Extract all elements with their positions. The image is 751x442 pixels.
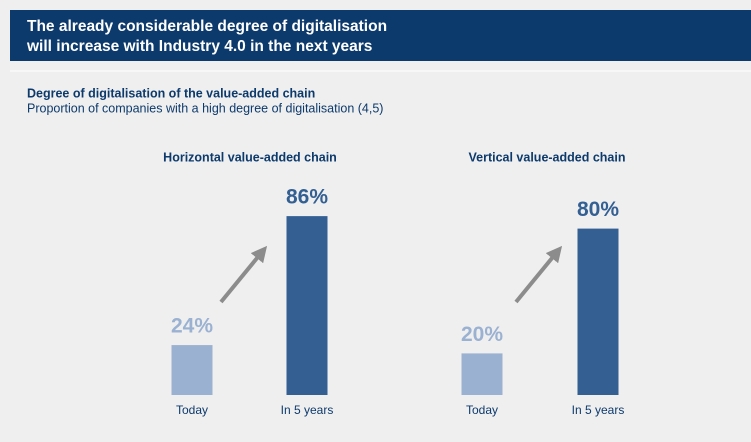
- bar: [461, 353, 503, 395]
- bar: [171, 345, 213, 395]
- value-label: 24%: [171, 315, 213, 338]
- category-label: In 5 years: [281, 403, 334, 417]
- chart-title: Horizontal value-added chain: [163, 150, 337, 164]
- category-label: Today: [176, 403, 208, 417]
- value-label: 20%: [461, 323, 503, 346]
- subheading: Proportion of companies with a high degr…: [27, 101, 383, 115]
- arrow: [219, 245, 268, 304]
- header-title: will increase with Industry 4.0 in the n…: [26, 38, 372, 55]
- heading: Degree of digitalisation of the value-ad…: [27, 86, 315, 100]
- header-title: The already considerable degree of digit…: [27, 18, 387, 35]
- category-label: In 5 years: [572, 403, 625, 417]
- chart-title: Vertical value-added chain: [468, 150, 625, 164]
- arrow: [514, 245, 563, 304]
- category-label: Today: [466, 403, 498, 417]
- value-label: 80%: [577, 198, 619, 221]
- bar: [286, 216, 328, 395]
- value-label: 86%: [286, 186, 328, 209]
- bar: [577, 228, 619, 395]
- header-bar: [10, 10, 751, 61]
